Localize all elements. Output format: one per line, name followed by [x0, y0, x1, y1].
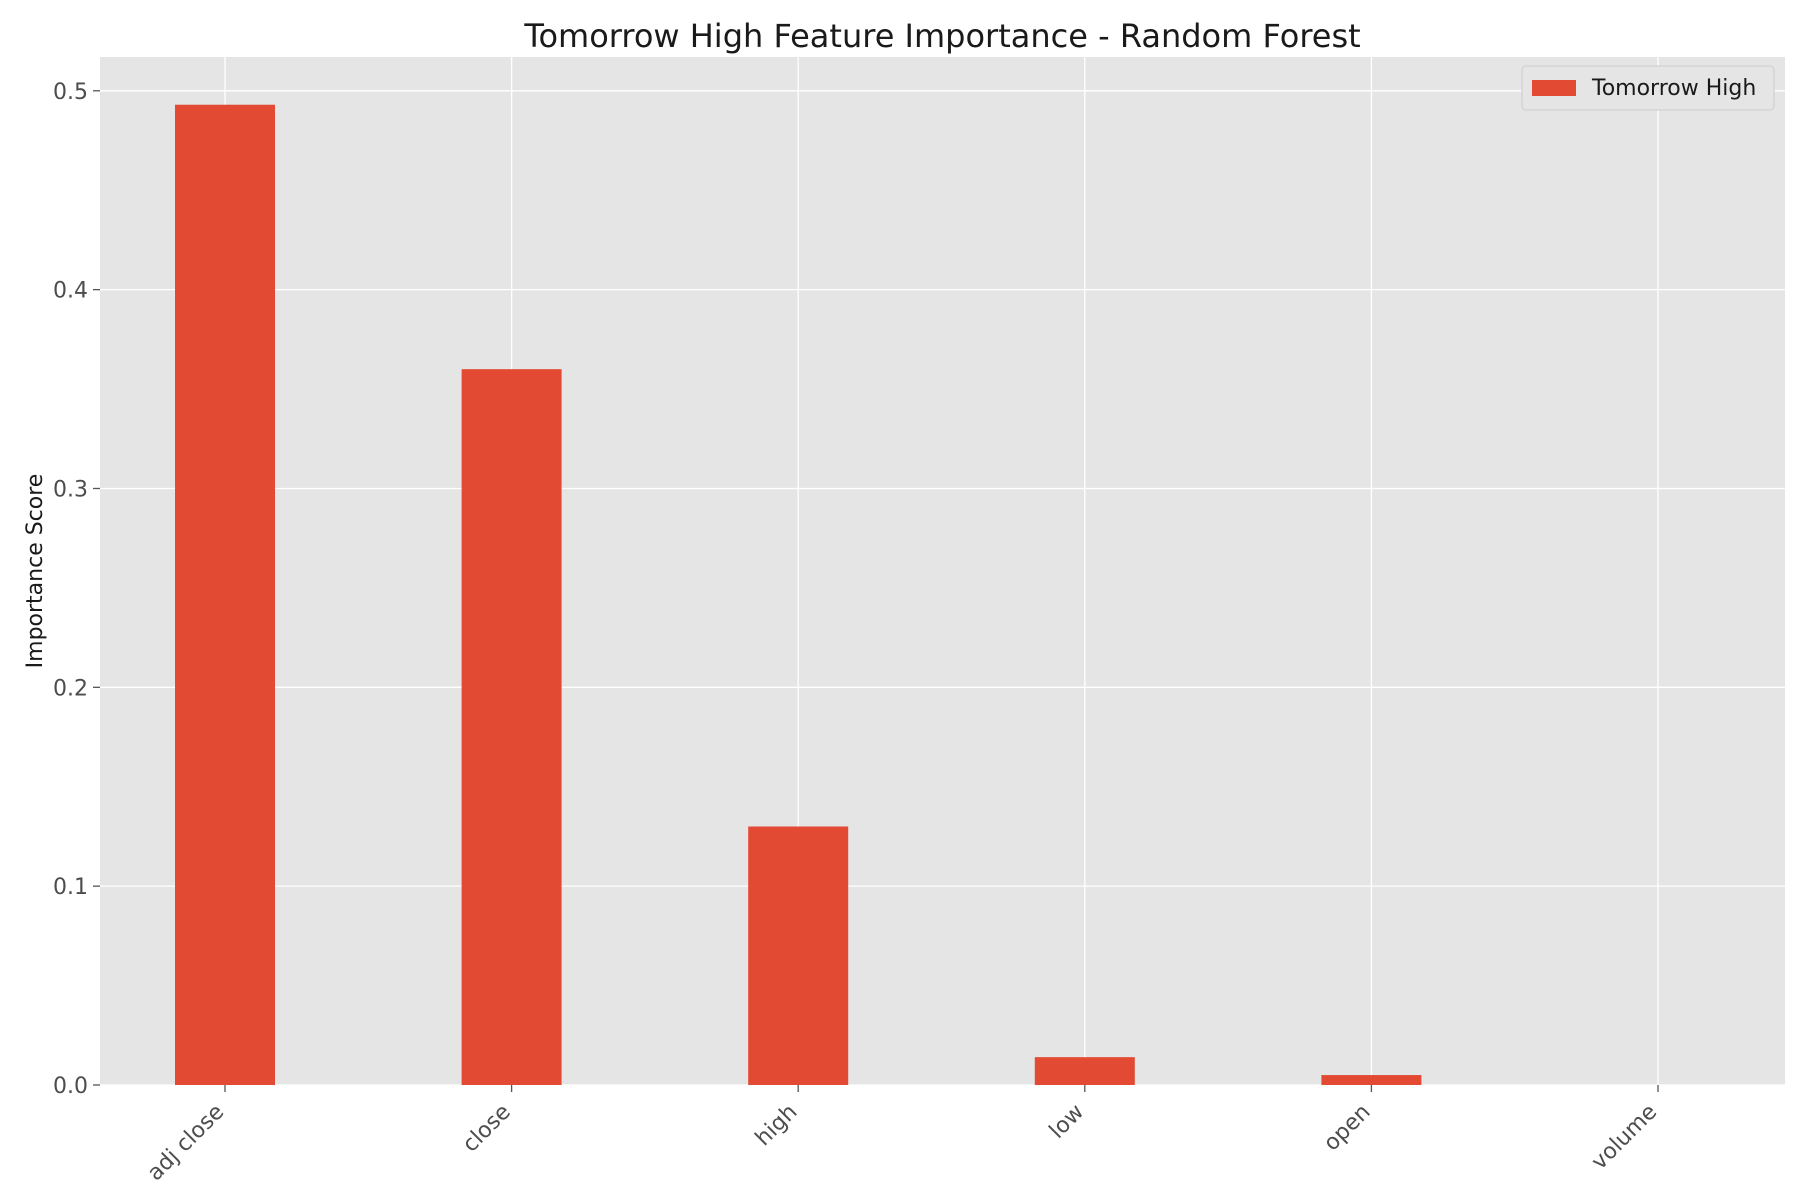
chart-title: Tomorrow High Feature Importance - Rando… — [523, 17, 1360, 55]
bar — [175, 104, 275, 1085]
legend: Tomorrow High — [1521, 65, 1775, 111]
y-tick-label: 0.3 — [53, 477, 88, 502]
grid-lines — [100, 57, 1785, 1086]
y-tick-label: 0.2 — [53, 676, 88, 701]
legend-swatch — [1532, 80, 1576, 96]
bars — [175, 104, 1422, 1085]
x-tick-label: open — [1319, 1100, 1376, 1157]
bar — [1034, 1057, 1135, 1085]
x-axis-ticks: adj close close high low open volume — [143, 1085, 1662, 1186]
legend-label: Tomorrow High — [1591, 76, 1756, 101]
x-tick-label: low — [1045, 1100, 1089, 1144]
bar — [461, 369, 562, 1085]
x-tick-label: volume — [1587, 1100, 1662, 1175]
legend-box — [1521, 65, 1775, 111]
y-tick-label: 0.4 — [53, 279, 88, 304]
y-tick-label: 0.5 — [53, 80, 88, 105]
x-tick-label: close — [458, 1100, 516, 1158]
bar — [1321, 1075, 1422, 1085]
y-axis-ticks: 0.0 0.1 0.2 0.3 0.4 0.5 — [53, 80, 100, 1099]
bar — [748, 826, 849, 1085]
plot-area — [100, 57, 1785, 1085]
y-tick-label: 0.1 — [53, 875, 88, 900]
y-axis-label: Importance Score — [23, 474, 48, 669]
x-tick-label: adj close — [143, 1100, 229, 1186]
x-tick-label: high — [751, 1100, 803, 1152]
y-tick-label: 0.0 — [53, 1074, 88, 1099]
